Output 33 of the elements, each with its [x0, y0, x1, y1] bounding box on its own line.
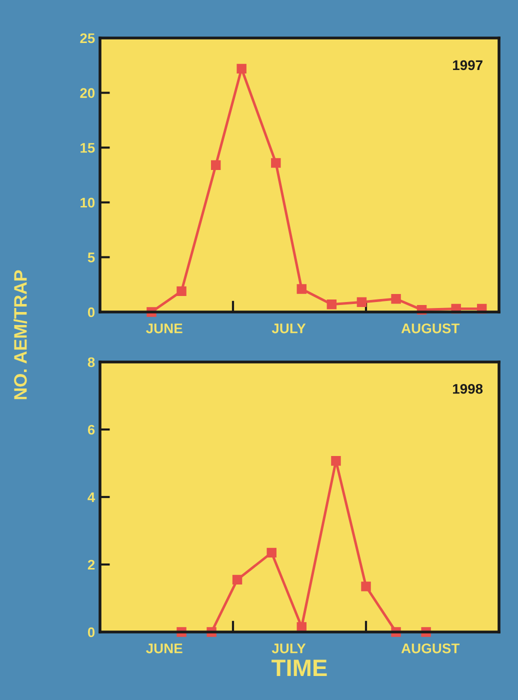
point — [296, 284, 307, 294]
point — [326, 299, 337, 310]
y-axis-title: NO. AEM/TRAP — [14, 270, 28, 400]
x-tick-label: AUGUST — [401, 323, 460, 334]
x-axis-title: TIME — [272, 660, 327, 676]
y-tick-label: 4 — [88, 492, 96, 502]
x-tick-label: JUNE — [146, 644, 182, 654]
y-tick-label: 10 — [80, 198, 95, 208]
annotation: 1997 — [453, 60, 482, 70]
x-tick-label: JULY — [272, 644, 306, 654]
point — [271, 158, 281, 168]
point — [176, 286, 186, 296]
y-tick-label: 2 — [88, 560, 95, 570]
x-tick-label: JULY — [272, 324, 306, 334]
y-tick-label: 15 — [80, 143, 95, 153]
point — [331, 456, 341, 466]
y-tick-label: 5 — [88, 252, 95, 262]
point — [266, 548, 276, 558]
point — [232, 574, 242, 585]
y-tick-label: 20 — [80, 88, 95, 98]
y-tick-label: 0 — [88, 627, 95, 638]
point — [361, 582, 371, 592]
point — [356, 297, 367, 307]
y-tick-label: 6 — [88, 424, 95, 435]
y-tick-label: 0 — [88, 307, 95, 318]
point — [236, 64, 246, 74]
annotation: 1998 — [453, 384, 483, 394]
x-tick-label: AUGUST — [401, 643, 460, 654]
point — [210, 160, 221, 170]
x-tick-label: JUNE — [146, 324, 182, 334]
y-tick-label: 8 — [88, 357, 95, 368]
y-tick-label: 25 — [80, 33, 95, 44]
point — [391, 294, 401, 304]
